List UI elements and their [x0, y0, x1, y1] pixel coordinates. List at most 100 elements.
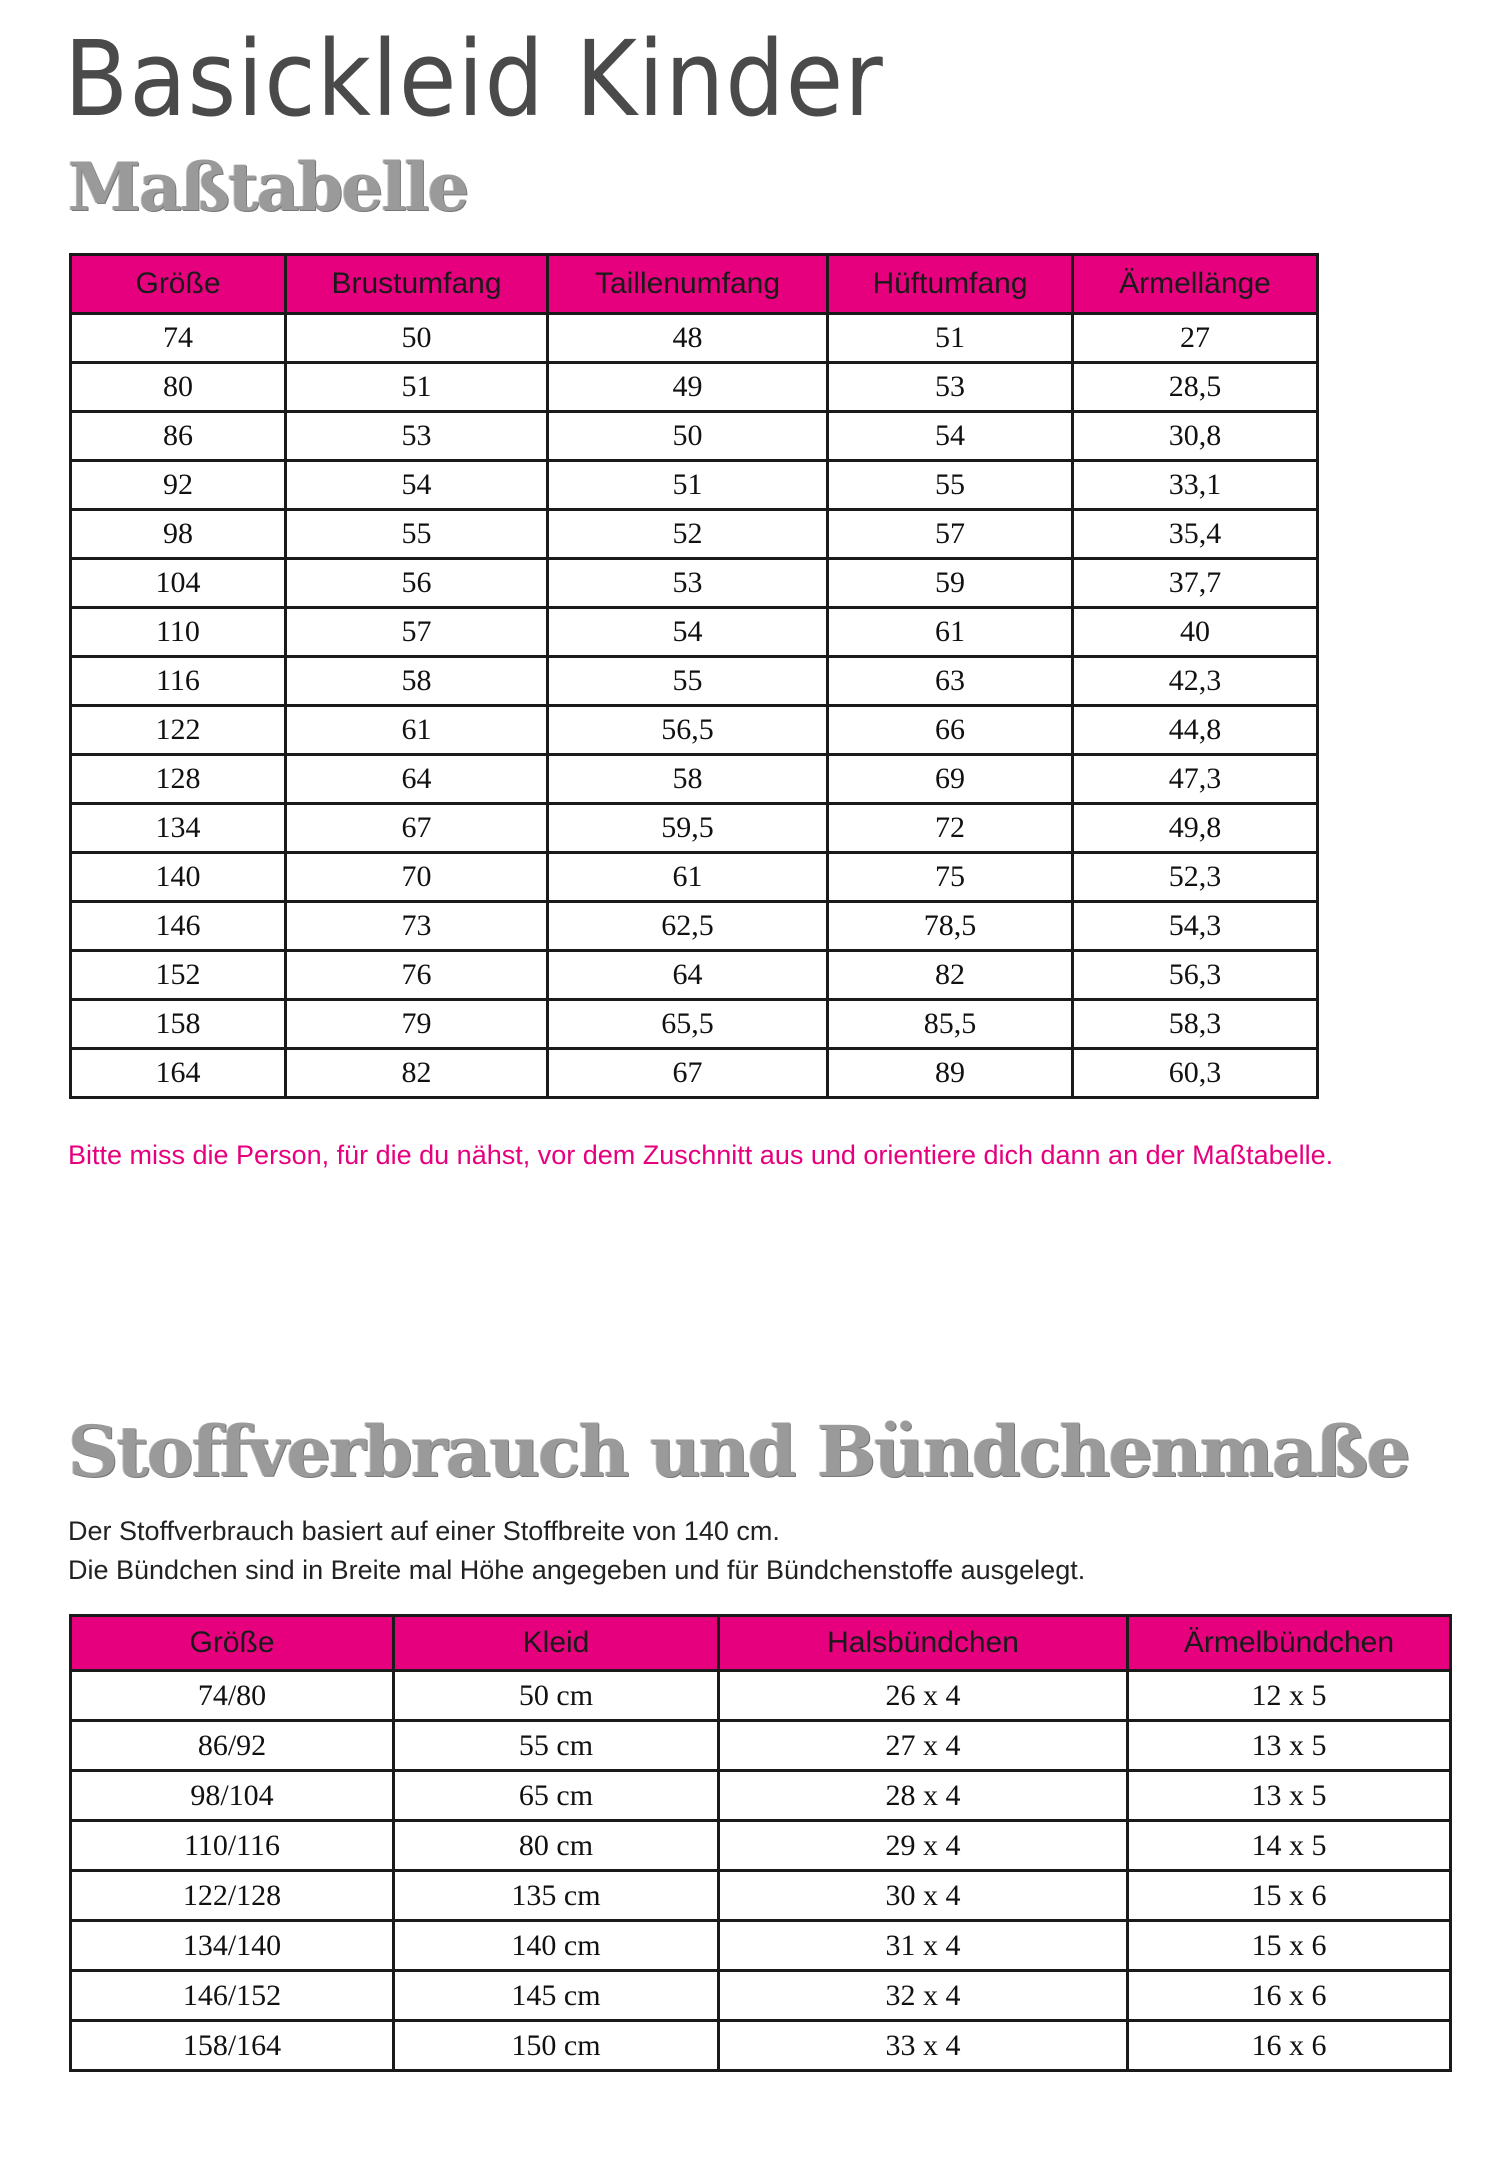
table-cell: 61: [284, 704, 549, 756]
table-cell: 26 x 4: [717, 1669, 1129, 1722]
table-row: 74/80 50 cm 26 x 4 12 x 5: [69, 1669, 1452, 1722]
table-cell: 51: [284, 361, 549, 413]
table-cell: 33,1: [1071, 459, 1319, 511]
table-cell: 62,5: [546, 900, 829, 952]
table-cell: 40: [1071, 606, 1319, 658]
table-cell: 35,4: [1071, 508, 1319, 560]
table-cell: 59: [826, 557, 1074, 609]
table-cell: 32 x 4: [717, 1969, 1129, 2022]
column-header: Taillenumfang: [546, 253, 829, 315]
table-cell: 64: [546, 949, 829, 1001]
table-cell: 58: [546, 753, 829, 805]
table-cell: 56: [284, 557, 549, 609]
table-cell: 74/80: [69, 1669, 395, 1722]
table-cell: 135 cm: [392, 1869, 720, 1922]
table-cell: 28 x 4: [717, 1769, 1129, 1822]
table-cell: 79: [284, 998, 549, 1050]
table-cell: 134: [69, 802, 287, 854]
table-cell: 49,8: [1071, 802, 1319, 854]
table-row: 128 64 58 69 47,3: [69, 753, 1319, 805]
table-cell: 55: [546, 655, 829, 707]
table-cell: 58: [284, 655, 549, 707]
table-row: 86/92 55 cm 27 x 4 13 x 5: [69, 1719, 1452, 1772]
table-cell: 70: [284, 851, 549, 903]
table-row: 98/104 65 cm 28 x 4 13 x 5: [69, 1769, 1452, 1822]
table-cell: 67: [284, 802, 549, 854]
table-row: 104 56 53 59 37,7: [69, 557, 1319, 609]
table-cell: 110: [69, 606, 287, 658]
column-header: Ärmellänge: [1071, 253, 1319, 315]
table-cell: 30 x 4: [717, 1869, 1129, 1922]
table-row: 134/140 140 cm 31 x 4 15 x 6: [69, 1919, 1452, 1972]
table-cell: 140 cm: [392, 1919, 720, 1972]
table-cell: 72: [826, 802, 1074, 854]
table-cell: 50: [284, 312, 549, 364]
table-cell: 82: [826, 949, 1074, 1001]
table-cell: 54: [546, 606, 829, 658]
table-cell: 59,5: [546, 802, 829, 854]
table-cell: 58,3: [1071, 998, 1319, 1050]
fabric-paragraph-1: Der Stoffverbrauch basiert auf einer Sto…: [68, 1516, 780, 1546]
table-cell: 110/116: [69, 1819, 395, 1872]
column-header: Brustumfang: [284, 253, 549, 315]
table-cell: 56,5: [546, 704, 829, 756]
table-cell: 15 x 6: [1126, 1869, 1452, 1922]
table-cell: 86: [69, 410, 287, 462]
table-cell: 50: [546, 410, 829, 462]
table-row: 158/164 150 cm 33 x 4 16 x 6: [69, 2019, 1452, 2072]
table-cell: 27 x 4: [717, 1719, 1129, 1772]
table-cell: 76: [284, 949, 549, 1001]
table-cell: 92: [69, 459, 287, 511]
table-cell: 16 x 6: [1126, 1969, 1452, 2022]
table-cell: 134/140: [69, 1919, 395, 1972]
table-cell: 65,5: [546, 998, 829, 1050]
measurement-note: Bitte miss die Person, für die du nähst,…: [68, 1140, 1334, 1170]
table-row: 110/116 80 cm 29 x 4 14 x 5: [69, 1819, 1452, 1872]
fabric-table: Größe Kleid Halsbündchen Ärmelbündchen 74/8…: [69, 1614, 1452, 2072]
table-cell: 60,3: [1071, 1047, 1319, 1099]
fabric-paragraph-2: Die Bündchen sind in Breite mal Höhe ang…: [68, 1555, 1086, 1585]
table-header-row: Größe Brustumfang Taillenumfang Hüftumfang Ä…: [69, 253, 1319, 315]
table-cell: 140: [69, 851, 287, 903]
table-cell: 146/152: [69, 1969, 395, 2022]
table-cell: 12 x 5: [1126, 1669, 1452, 1722]
table-cell: 52,3: [1071, 851, 1319, 903]
table-cell: 53: [284, 410, 549, 462]
size-table-heading: Maßtabelle: [68, 148, 469, 226]
table-row: 146 73 62,5 78,5 54,3: [69, 900, 1319, 952]
table-header-row: Größe Kleid Halsbündchen Ärmelbündchen: [69, 1614, 1452, 1672]
table-cell: 13 x 5: [1126, 1719, 1452, 1772]
table-cell: 54: [284, 459, 549, 511]
table-cell: 164: [69, 1047, 287, 1099]
column-header: Größe: [69, 253, 287, 315]
table-cell: 33 x 4: [717, 2019, 1129, 2072]
table-cell: 85,5: [826, 998, 1074, 1050]
table-row: 164 82 67 89 60,3: [69, 1047, 1319, 1099]
table-row: 140 70 61 75 52,3: [69, 851, 1319, 903]
column-header: Ärmelbündchen: [1126, 1614, 1452, 1672]
table-cell: 31 x 4: [717, 1919, 1129, 1972]
table-row: 122/128 135 cm 30 x 4 15 x 6: [69, 1869, 1452, 1922]
table-row: 158 79 65,5 85,5 58,3: [69, 998, 1319, 1050]
table-cell: 66: [826, 704, 1074, 756]
table-cell: 89: [826, 1047, 1074, 1099]
table-cell: 54: [826, 410, 1074, 462]
table-cell: 158/164: [69, 2019, 395, 2072]
table-cell: 80: [69, 361, 287, 413]
column-header: Hüftumfang: [826, 253, 1074, 315]
column-header: Größe: [69, 1614, 395, 1672]
table-cell: 98: [69, 508, 287, 560]
table-row: 116 58 55 63 42,3: [69, 655, 1319, 707]
fabric-heading: Stoffverbrauch und Bündchenmaße: [68, 1410, 1411, 1493]
table-cell: 146: [69, 900, 287, 952]
table-row: 86 53 50 54 30,8: [69, 410, 1319, 462]
table-cell: 57: [284, 606, 549, 658]
table-cell: 47,3: [1071, 753, 1319, 805]
table-cell: 51: [826, 312, 1074, 364]
column-header: Halsbündchen: [717, 1614, 1129, 1672]
table-row: 98 55 52 57 35,4: [69, 508, 1319, 560]
table-cell: 42,3: [1071, 655, 1319, 707]
document-title: Basickleid Kinder: [64, 18, 884, 140]
table-cell: 51: [546, 459, 829, 511]
table-row: 92 54 51 55 33,1: [69, 459, 1319, 511]
